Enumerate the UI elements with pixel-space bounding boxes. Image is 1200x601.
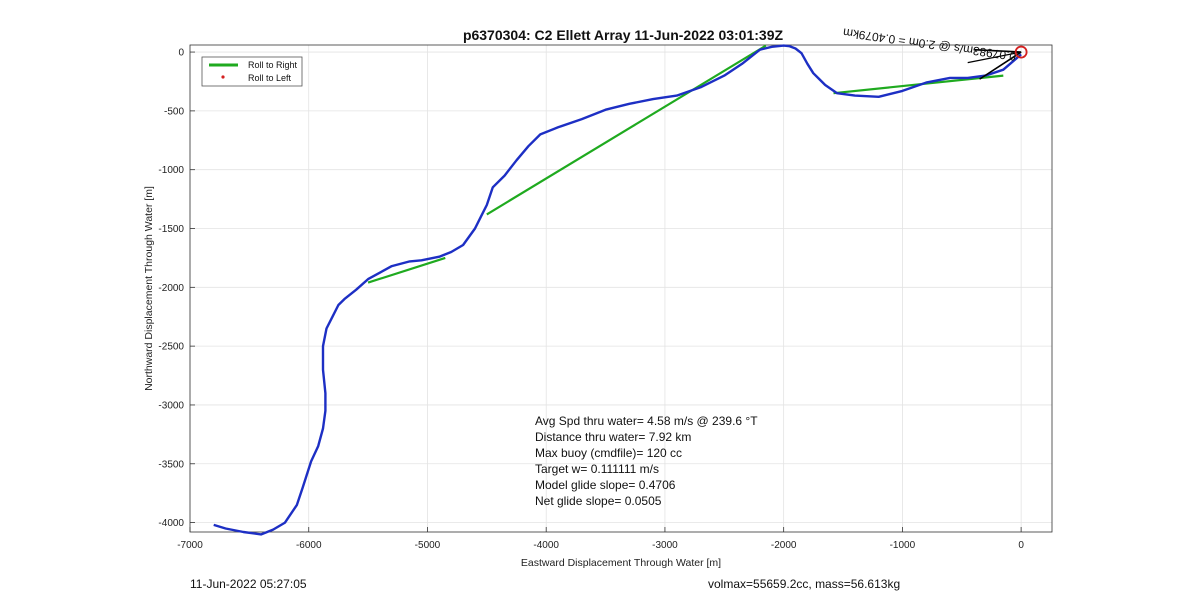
y-tick-label: 0 [178,48,184,59]
roll-right-segment [367,256,446,284]
chart-title: p6370304: C2 Ellett Array 11-Jun-2022 03… [463,27,784,43]
stats-annotations: Avg Spd thru water= 4.58 m/s @ 239.6 °T D… [535,414,758,508]
x-tick-label: -1000 [890,540,916,551]
x-tick-label: -4000 [533,540,559,551]
y-axis-label: Northward Displacement Through Water [m] [143,186,155,391]
current-vector-line [967,51,1022,64]
plot-area-frame [189,44,1053,533]
stats-annotation-line: Model glide slope= 0.4706 [535,478,676,492]
x-tick-label: 0 [1018,540,1024,551]
legend-label-roll-left: Roll to Left [248,73,292,83]
y-tick-label: -500 [164,106,184,117]
y-tick-label: -3000 [158,400,184,411]
stats-annotation-line: Max buoy (cmdfile)= 120 cc [535,446,682,460]
stats-annotation-line: Distance thru water= 7.92 km [535,430,691,444]
x-tick-label: -7000 [177,540,203,551]
grid-lines [189,45,1052,532]
y-tick-label: -3500 [158,459,184,470]
footer-timestamp: 11-Jun-2022 05:27:05 [190,577,307,591]
y-tick-label: -2500 [158,342,184,353]
glider-track-line [213,44,1022,536]
legend-label-roll-right: Roll to Right [248,60,298,70]
legend-swatch-roll-left [221,75,225,79]
footer-mass-info: volmax=55659.2cc, mass=56.613kg [708,577,901,591]
current-vector-line [979,51,1022,80]
start-marker [1014,45,1028,59]
legend-box [201,56,303,87]
x-tick-label: -6000 [296,540,322,551]
stats-annotation-line: Target w= 0.111111 m/s [535,462,659,476]
y-tick-label: -4000 [158,518,184,529]
x-axis-label: Eastward Displacement Through Water [m] [521,557,721,569]
y-tick-label: -2000 [158,283,184,294]
stats-annotation-line: Net glide slope= 0.0505 [535,494,662,508]
x-tick-label: -5000 [415,540,441,551]
roll-right-segment [486,44,767,216]
stats-annotation-line: Avg Spd thru water= 4.58 m/s @ 239.6 °T [535,414,758,428]
x-tick-label: -2000 [771,540,797,551]
y-tick-label: -1000 [158,165,184,176]
x-tick-label: -3000 [652,540,678,551]
axis-ticks: -7000 -6000 -5000 -4000 -3000 -2000 -1000 0 0 -50… [158,48,1024,551]
y-tick-label: -1500 [158,224,184,235]
current-vector-line [973,48,1022,53]
legend: Roll to Right Roll to Left [201,56,303,87]
